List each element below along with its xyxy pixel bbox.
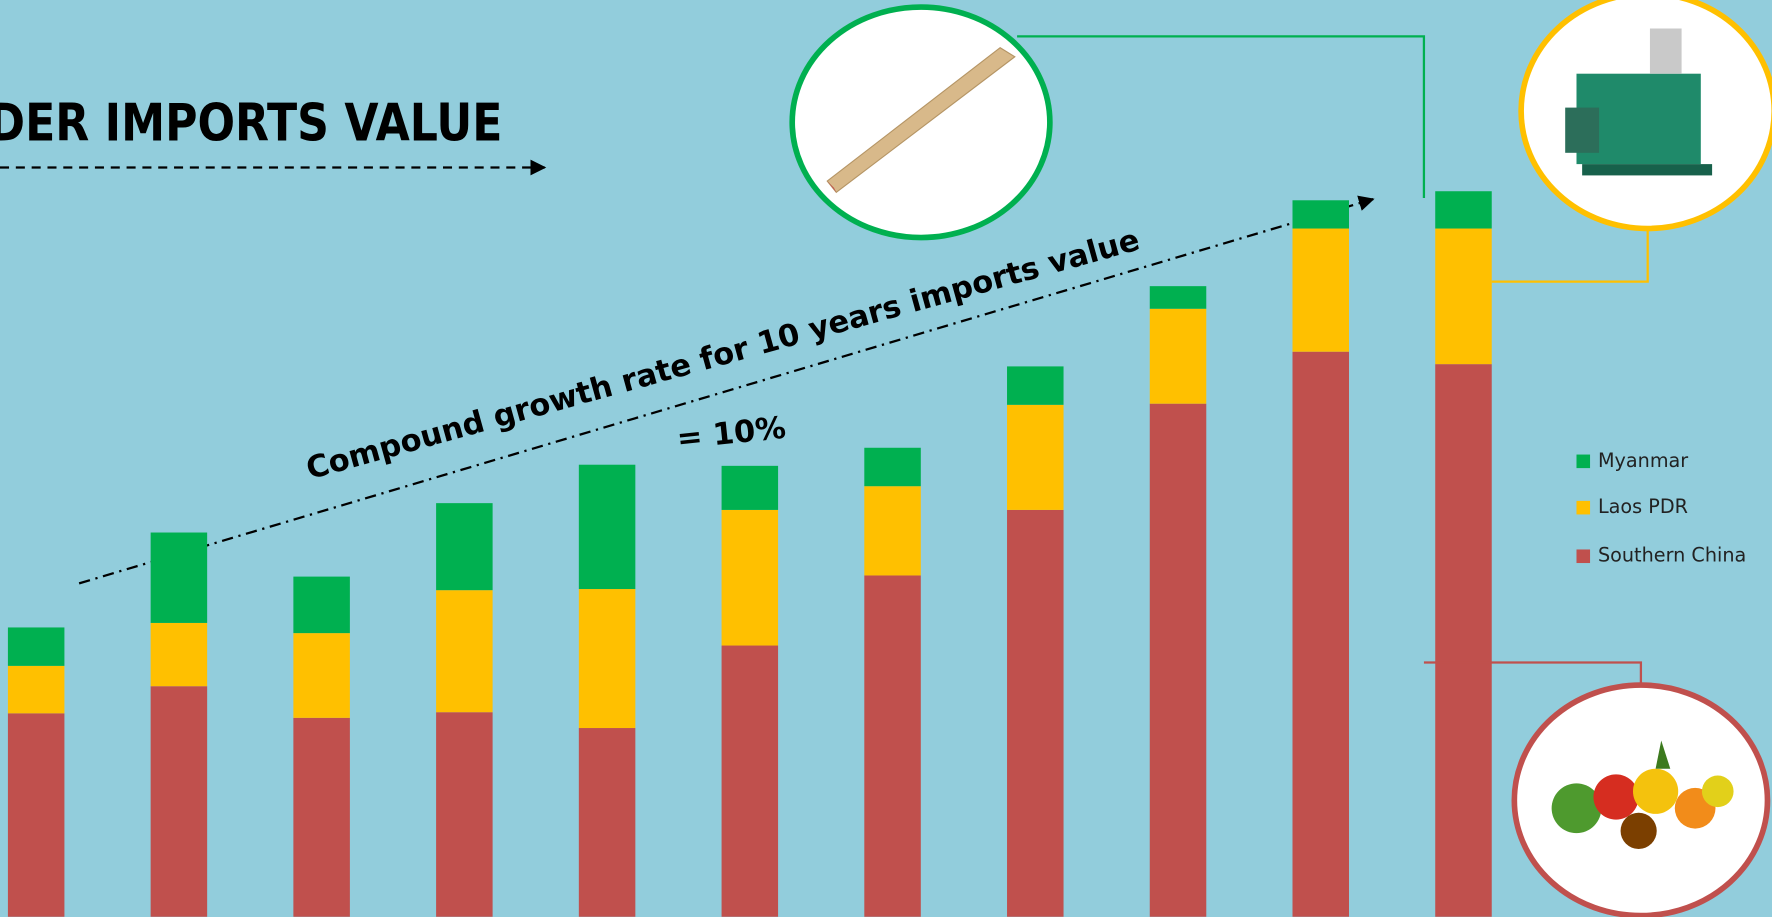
bar-segment — [578, 464, 636, 590]
bar-segment — [721, 509, 779, 646]
bar-segment — [1149, 286, 1207, 309]
connector — [1017, 35, 1426, 199]
bar-segment — [864, 447, 921, 487]
bar-segment — [7, 627, 65, 666]
bar-segment — [1007, 366, 1064, 405]
bars — [7, 191, 1492, 917]
bar-segment — [578, 589, 636, 729]
bar-segment — [150, 622, 208, 687]
bar-segment — [7, 665, 65, 714]
legend-label: Laos PDR — [1598, 495, 1688, 518]
bar-segment — [436, 590, 493, 713]
bar-segment — [1292, 200, 1350, 229]
trend-arrow — [78, 195, 1375, 585]
bar-segment — [1435, 191, 1492, 229]
bar-segment — [1149, 403, 1207, 917]
bar-segment — [7, 713, 65, 917]
legend-label: Southern China — [1598, 544, 1746, 567]
bar-segment — [721, 645, 779, 917]
bar-segment — [1007, 509, 1064, 917]
bar-segment — [1292, 228, 1350, 352]
machine-image — [1518, 0, 1772, 232]
bar-segment — [1292, 351, 1350, 917]
bar-segment — [1007, 404, 1064, 510]
legend-swatch — [1576, 549, 1591, 564]
wood-image — [789, 4, 1053, 241]
legend-swatch — [1576, 454, 1591, 469]
bar-segment — [721, 465, 779, 510]
bar-segment — [150, 686, 208, 917]
connector — [1423, 661, 1643, 684]
legend-swatch — [1576, 500, 1591, 515]
legend: Southern China Laos PDR Myanmar — [1576, 449, 1746, 567]
bar-segment — [1435, 228, 1492, 365]
bar-segment — [150, 532, 208, 623]
connector — [1491, 226, 1649, 283]
bar-segment — [864, 486, 921, 576]
bar-segment — [578, 728, 636, 917]
legend-label: Myanmar — [1598, 449, 1688, 472]
bar-segment — [436, 503, 493, 591]
bar-segment — [864, 575, 921, 917]
fruit-image — [1511, 682, 1771, 917]
bar-segment — [436, 712, 493, 917]
bar-segment — [1149, 308, 1207, 404]
bar-segment — [293, 576, 350, 634]
bar-segment — [1435, 364, 1492, 917]
chart-title: RDER IMPORTS VALUE — [0, 93, 502, 153]
bar-segment — [293, 717, 350, 917]
bar-segment — [293, 633, 350, 718]
